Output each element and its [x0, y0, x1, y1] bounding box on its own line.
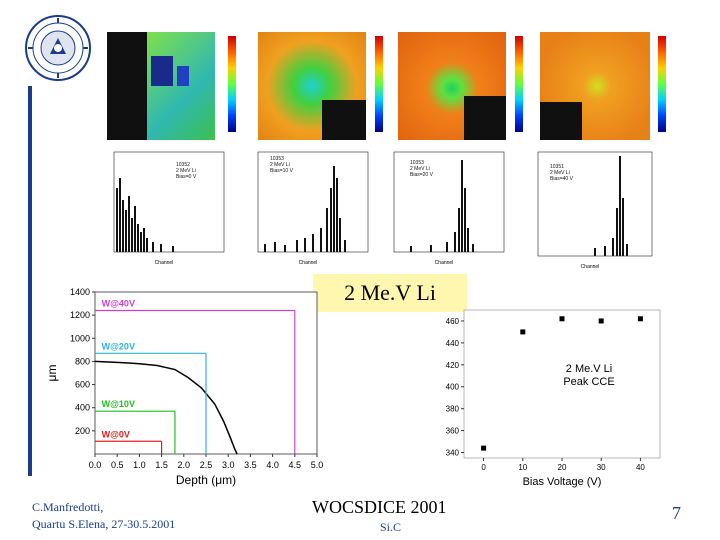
histogram-4-label: 10351 2 MeV Li Bias=40 V	[550, 164, 573, 182]
depth-x-tick-label: 3.5	[244, 460, 257, 470]
cce-y-tick-label: 460	[446, 317, 460, 326]
university-seal	[24, 14, 92, 82]
depth-x-axis-label: Depth (μm)	[176, 473, 236, 487]
cce-point	[637, 316, 643, 322]
depth-x-tick-label: 4.0	[266, 460, 279, 470]
depth-y-tick-label: 1200	[70, 310, 90, 320]
histogram-4: Channel	[537, 151, 653, 270]
cce-chart: 0 10 20 30 40 340 360 380 400 420 440 460 Bias Volta…	[446, 309, 661, 488]
seal-icon	[25, 15, 91, 81]
depth-x-tick-label: 0.0	[89, 460, 102, 470]
depth-y-tick-label: 1000	[70, 333, 90, 343]
cce-x-tick-label: 0	[481, 463, 486, 472]
page-number: 7	[672, 503, 681, 523]
histogram-2-xlabel: Channel	[299, 260, 318, 266]
histogram-1-bars	[116, 178, 174, 252]
map-3	[398, 32, 506, 140]
cce-y-tick-label: 360	[446, 427, 460, 436]
histogram-4-xlabel: Channel	[581, 264, 600, 270]
depth-annotation-label: W@40V	[102, 299, 135, 309]
depth-x-tick-label: 1.5	[155, 460, 168, 470]
cce-legend-text: Peak CCE	[563, 376, 614, 388]
depth-x-tick-label: 2.5	[200, 460, 213, 470]
cce-y-tick-label: 400	[446, 383, 460, 392]
map-4	[540, 32, 650, 140]
cce-x-tick-label: 30	[597, 463, 606, 472]
depth-y-tick-label: 800	[75, 356, 90, 366]
cce-y-tick-label: 380	[446, 405, 460, 414]
depth-x-tick-label: 4.5	[289, 460, 302, 470]
map-1	[107, 32, 215, 140]
cce-y-tick-label: 440	[446, 339, 460, 348]
cce-point	[559, 316, 565, 322]
cce-point	[481, 445, 487, 451]
cce-legend-text: 2 Me.V Li	[566, 363, 612, 375]
depth-annotation-label: W@10V	[102, 399, 135, 409]
histogram-2-label: 10353 2 MeV Li Bias=10 V	[270, 156, 293, 174]
cce-point	[598, 318, 604, 324]
colorbar-4	[658, 36, 666, 132]
histogram-3: Channel	[393, 151, 505, 266]
depth-profile-line	[94, 360, 238, 455]
cce-plot-area	[463, 309, 661, 459]
footer-topic: Si.C	[380, 520, 402, 534]
left-accent-bar	[28, 86, 32, 476]
histogram-1: Channel	[113, 151, 225, 266]
depth-y-tick-label: 600	[75, 380, 90, 390]
cce-point	[520, 329, 526, 335]
depth-y-tick-label: 400	[75, 403, 90, 413]
depth-y-tick-label: 200	[75, 426, 90, 436]
histogram-3-xlabel: Channel	[435, 260, 454, 266]
map-2	[258, 32, 366, 140]
colorbar-2	[375, 36, 383, 132]
depth-y-tick-label: 1400	[70, 287, 90, 297]
depth-x-tick-label: 0.5	[111, 460, 124, 470]
depth-annotation-label: W@20V	[102, 341, 135, 351]
cce-x-tick-label: 10	[518, 463, 527, 472]
depth-x-tick-label: 5.0	[311, 460, 324, 470]
cce-x-axis-label: Bias Voltage (V)	[523, 476, 602, 488]
depth-x-tick-label: 1.0	[133, 460, 146, 470]
depth-x-tick-label: 3.0	[222, 460, 235, 470]
cce-x-tick-label: 20	[558, 463, 567, 472]
histogram-2: Channel	[257, 151, 369, 266]
cce-x-tick-label: 40	[636, 463, 645, 472]
depth-x-tick-label: 2.0	[178, 460, 191, 470]
cce-y-tick-label: 420	[446, 361, 460, 370]
histogram-3-label: 10353 2 MeV Li Bias=20 V	[410, 160, 433, 178]
histogram-1-label: 10352 2 MeV Li Bias=0 V	[176, 162, 197, 180]
histogram-1-xlabel: Channel	[155, 260, 174, 266]
colorbar-1	[228, 36, 236, 132]
footer-author: C.Manfredotti,	[32, 500, 104, 514]
cce-y-tick-label: 340	[446, 449, 460, 458]
depth-annotation-label: W@0V	[102, 429, 130, 439]
depth-y-axis-label: μm	[45, 365, 59, 382]
footer-location: Quartu S.Elena, 27-30.5.2001	[32, 517, 176, 531]
depth-chart: 0.0 0.5 1.0 1.5 2.0 2.5 3.0 3.5 4.0 4.5 5.0 200 400 6…	[45, 287, 324, 487]
colorbar-3	[515, 36, 523, 132]
footer-conference: WOCSDICE 2001	[312, 497, 447, 517]
title-box: 2 Me.V Li	[313, 274, 467, 312]
